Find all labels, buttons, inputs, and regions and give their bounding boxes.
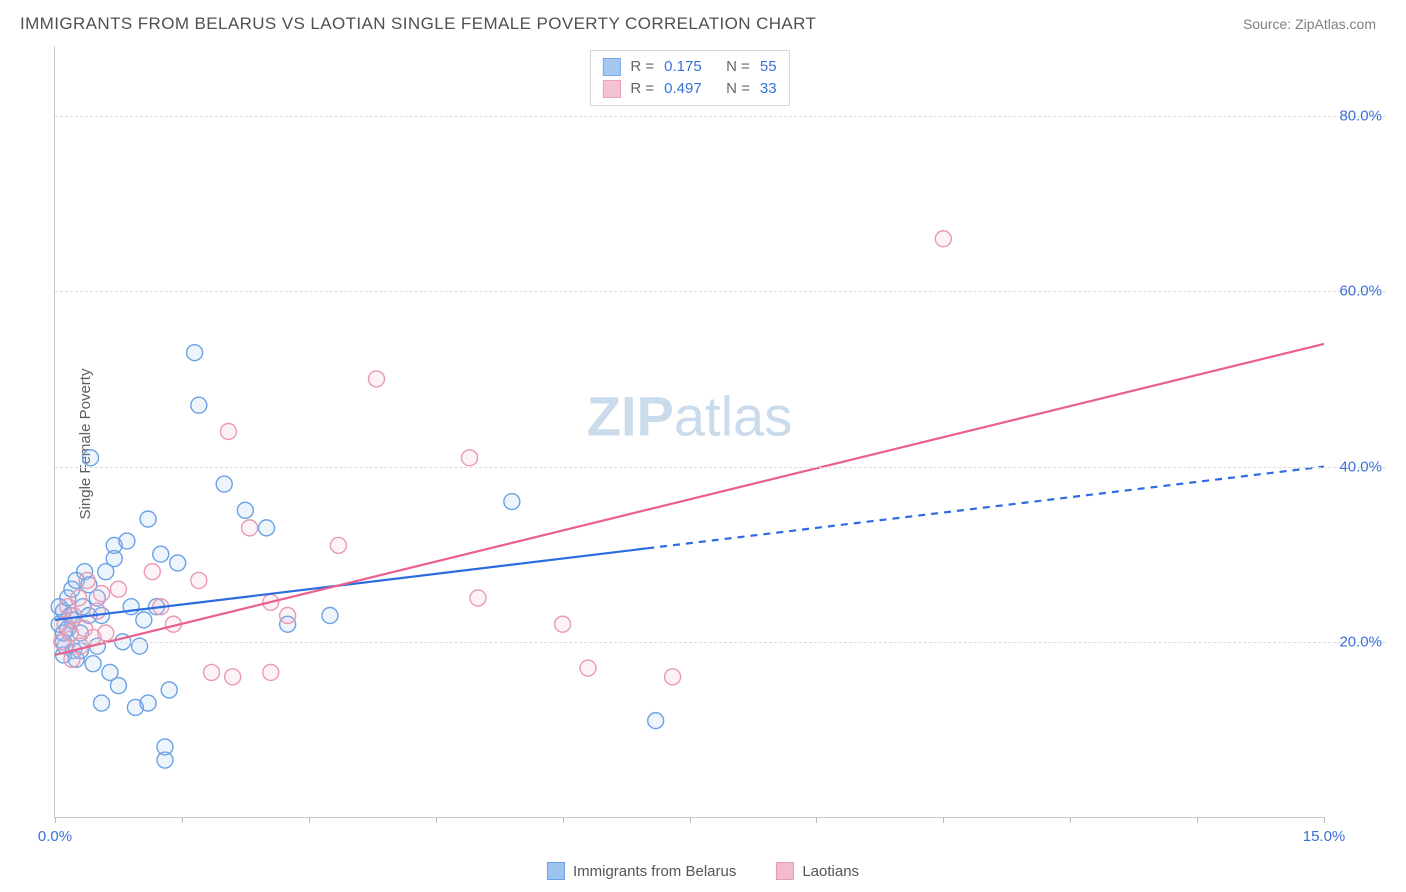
- data-point: [187, 345, 203, 361]
- gridline: [55, 116, 1386, 117]
- data-point: [665, 669, 681, 685]
- data-point: [119, 533, 135, 549]
- x-tick: [182, 817, 183, 823]
- data-point: [161, 682, 177, 698]
- data-point: [555, 616, 571, 632]
- data-point: [94, 586, 110, 602]
- x-tick: [1324, 817, 1325, 823]
- data-point: [144, 564, 160, 580]
- data-point: [71, 590, 87, 606]
- data-point: [259, 520, 275, 536]
- y-tick-label: 80.0%: [1339, 108, 1382, 125]
- data-point: [237, 502, 253, 518]
- data-point: [79, 572, 95, 588]
- data-point: [98, 625, 114, 641]
- data-point: [935, 231, 951, 247]
- legend-label: Laotians: [802, 863, 859, 880]
- chart-source: Source: ZipAtlas.com: [1243, 16, 1376, 32]
- data-point: [140, 511, 156, 527]
- legend-swatch: [547, 862, 565, 880]
- legend-item-laotians: Laotians: [776, 862, 859, 880]
- n-value: 33: [760, 78, 777, 100]
- data-point: [580, 660, 596, 676]
- series-legend: Immigrants from Belarus Laotians: [547, 862, 859, 880]
- r-value: 0.175: [664, 56, 716, 78]
- x-tick: [816, 817, 817, 823]
- x-tick: [55, 817, 56, 823]
- legend-swatch: [602, 58, 620, 76]
- x-tick: [563, 817, 564, 823]
- trend-line: [55, 548, 647, 620]
- data-point: [504, 494, 520, 510]
- data-point: [225, 669, 241, 685]
- x-tick: [1197, 817, 1198, 823]
- data-point: [242, 520, 258, 536]
- r-value: 0.497: [664, 78, 716, 100]
- data-point: [136, 612, 152, 628]
- data-point: [83, 450, 99, 466]
- legend-swatch: [776, 862, 794, 880]
- data-point: [140, 695, 156, 711]
- x-tick: [690, 817, 691, 823]
- correlation-legend: R = 0.175 N = 55 R = 0.497 N = 33: [589, 50, 789, 106]
- data-point: [204, 664, 220, 680]
- data-point: [322, 607, 338, 623]
- data-point: [170, 555, 186, 571]
- chart-title: IMMIGRANTS FROM BELARUS VS LAOTIAN SINGL…: [20, 14, 816, 34]
- legend-swatch: [602, 80, 620, 98]
- data-point: [280, 607, 296, 623]
- data-point: [66, 607, 82, 623]
- data-point: [106, 551, 122, 567]
- x-tick-label: 15.0%: [1303, 828, 1346, 845]
- legend-label: Immigrants from Belarus: [573, 863, 736, 880]
- gridline: [55, 642, 1386, 643]
- legend-row-belarus: R = 0.175 N = 55: [602, 56, 776, 78]
- gridline: [55, 467, 1386, 468]
- scatter-canvas: [55, 46, 1324, 817]
- legend-row-laotians: R = 0.497 N = 33: [602, 78, 776, 100]
- data-point: [110, 581, 126, 597]
- x-tick: [1070, 817, 1071, 823]
- y-tick-label: 60.0%: [1339, 283, 1382, 300]
- data-point: [470, 590, 486, 606]
- x-tick: [436, 817, 437, 823]
- data-point: [85, 656, 101, 672]
- data-point: [368, 371, 384, 387]
- trend-line: [55, 344, 1324, 655]
- y-tick-label: 20.0%: [1339, 633, 1382, 650]
- data-point: [330, 537, 346, 553]
- data-point: [94, 695, 110, 711]
- x-tick-label: 0.0%: [38, 828, 72, 845]
- data-point: [648, 713, 664, 729]
- x-tick: [309, 817, 310, 823]
- data-point: [62, 625, 78, 641]
- x-tick: [943, 817, 944, 823]
- plot-region: ZIPatlas R = 0.175 N = 55 R = 0.497 N = …: [54, 46, 1324, 818]
- data-point: [153, 546, 169, 562]
- data-point: [110, 678, 126, 694]
- y-tick-label: 40.0%: [1339, 458, 1382, 475]
- chart-area: Single Female Poverty ZIPatlas R = 0.175…: [18, 46, 1386, 842]
- gridline: [55, 291, 1386, 292]
- data-point: [89, 603, 105, 619]
- data-point: [263, 664, 279, 680]
- chart-header: IMMIGRANTS FROM BELARUS VS LAOTIAN SINGL…: [0, 0, 1406, 44]
- data-point: [216, 476, 232, 492]
- data-point: [462, 450, 478, 466]
- legend-item-belarus: Immigrants from Belarus: [547, 862, 736, 880]
- n-value: 55: [760, 56, 777, 78]
- trend-line-dashed: [647, 467, 1324, 549]
- data-point: [157, 739, 173, 755]
- data-point: [220, 424, 236, 440]
- data-point: [191, 572, 207, 588]
- data-point: [132, 638, 148, 654]
- data-point: [191, 397, 207, 413]
